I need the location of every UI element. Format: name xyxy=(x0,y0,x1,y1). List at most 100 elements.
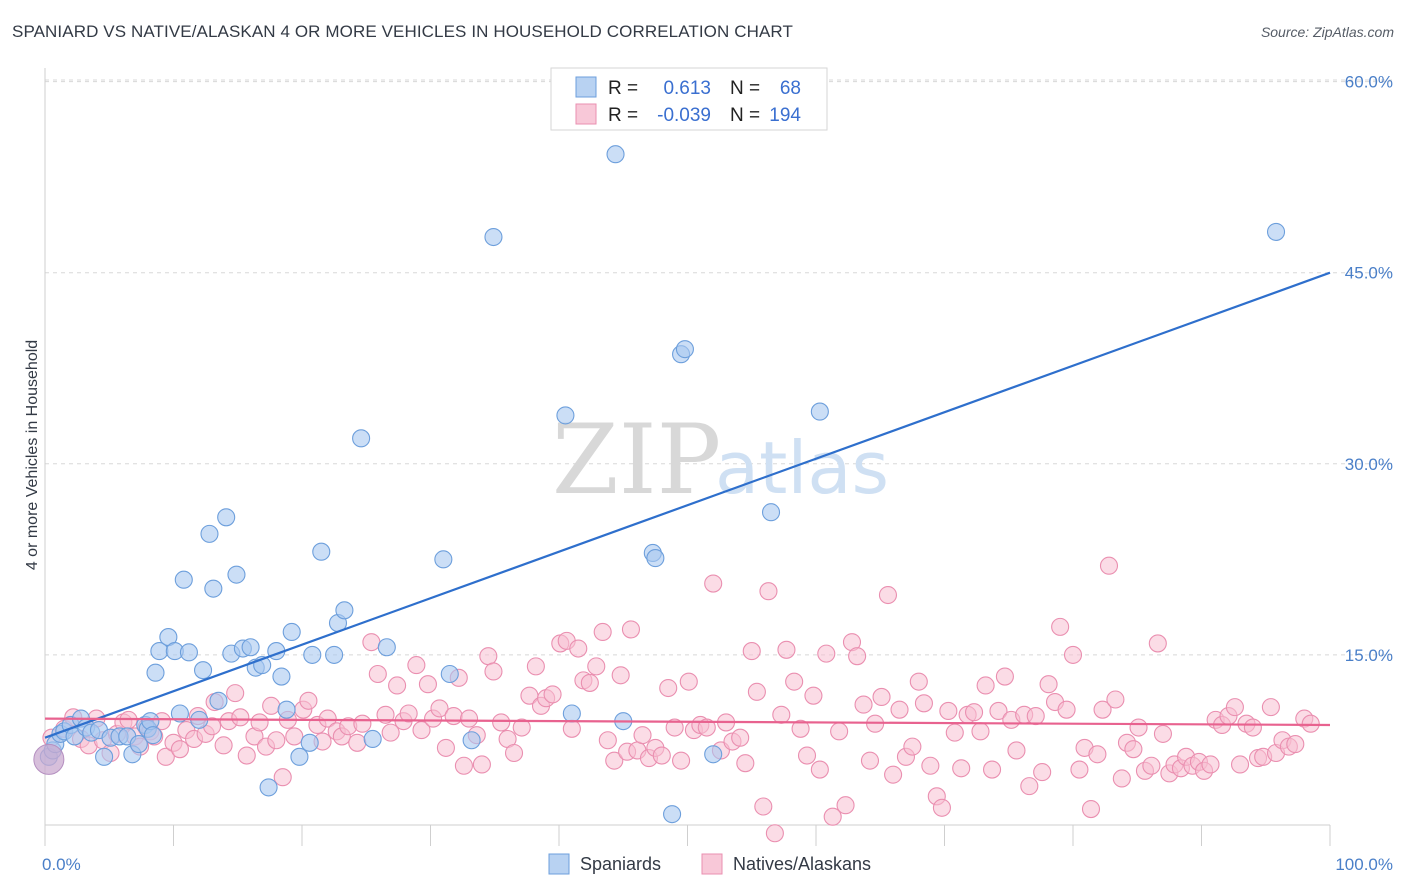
native-point-157 xyxy=(1033,763,1052,782)
native-point-29 xyxy=(231,708,250,727)
natives-trend-line xyxy=(44,717,1331,727)
native-point-65 xyxy=(459,709,479,728)
legend-r-label-2: R = xyxy=(608,105,638,126)
x-tick-labels: 0.0% 100.0% xyxy=(42,855,1393,874)
native-point-61 xyxy=(436,738,455,757)
native-point-87 xyxy=(598,731,617,750)
native-point-132 xyxy=(878,585,898,605)
native-point-133 xyxy=(884,765,903,784)
y-axis-label: 4 or more Vehicles in Household xyxy=(24,340,41,570)
y-tick-label-0: 15.0% xyxy=(1345,646,1393,665)
spaniard-point-16 xyxy=(129,735,148,754)
native-point-60 xyxy=(430,699,449,718)
native-point-69 xyxy=(484,662,503,681)
native-point-91 xyxy=(621,620,641,639)
native-point-116 xyxy=(777,640,796,659)
native-point-189 xyxy=(1225,698,1244,717)
native-point-161 xyxy=(1057,700,1076,719)
native-point-119 xyxy=(797,746,817,765)
watermark-atlas: atlas xyxy=(715,426,889,510)
legend-r-label-1: R = xyxy=(608,78,638,99)
native-point-118 xyxy=(791,719,810,738)
spaniard-point-49 xyxy=(325,645,344,664)
watermark: ZIP atlas xyxy=(552,404,889,516)
native-point-19 xyxy=(170,740,189,759)
native-point-123 xyxy=(823,807,842,826)
spaniard-point-60 xyxy=(562,704,581,723)
native-point-103 xyxy=(697,718,716,737)
native-point-85 xyxy=(587,657,606,676)
native-point-67 xyxy=(472,755,491,774)
spaniard-point-64 xyxy=(646,549,665,568)
native-point-17 xyxy=(156,747,175,766)
axes xyxy=(44,68,1331,846)
native-point-165 xyxy=(1081,800,1101,819)
legend-r-value-1: 0.613 xyxy=(663,78,711,99)
native-point-141 xyxy=(932,798,951,817)
spaniard-point-67 xyxy=(675,340,694,359)
native-point-28 xyxy=(226,684,245,703)
y-tick-label-1: 30.0% xyxy=(1345,455,1393,474)
native-point-89 xyxy=(611,666,630,685)
native-point-93 xyxy=(633,726,652,745)
native-point-32 xyxy=(250,713,269,732)
spaniard-point-48 xyxy=(312,542,331,561)
native-point-26 xyxy=(214,736,233,755)
native-point-160 xyxy=(1051,617,1070,636)
spaniard-point-57 xyxy=(462,731,481,750)
spaniard-point-51 xyxy=(335,601,354,620)
native-point-104 xyxy=(704,574,723,593)
native-point-50 xyxy=(368,664,387,684)
native-point-192 xyxy=(1243,718,1262,737)
native-point-70 xyxy=(492,713,511,732)
native-point-51 xyxy=(376,705,395,724)
native-point-149 xyxy=(982,760,1002,779)
native-point-195 xyxy=(1261,698,1280,717)
x-tick-label-1: 100.0% xyxy=(1335,855,1393,874)
legend-n-value-2: 194 xyxy=(769,105,801,126)
source-label[interactable]: Source: ZipAtlas.com xyxy=(1260,24,1394,40)
native-point-111 xyxy=(747,682,766,701)
native-point-201 xyxy=(1301,714,1320,733)
spaniard-point-35 xyxy=(227,565,246,584)
native-point-96 xyxy=(652,746,671,765)
native-point-151 xyxy=(995,667,1014,686)
native-point-56 xyxy=(407,656,426,675)
overlap-cluster-point xyxy=(33,743,65,775)
native-point-128 xyxy=(854,695,873,714)
spaniard-point-46 xyxy=(300,733,319,752)
native-point-156 xyxy=(1026,707,1045,726)
native-point-175 xyxy=(1142,756,1161,775)
native-point-88 xyxy=(605,751,624,770)
native-point-155 xyxy=(1020,777,1039,796)
native-point-173 xyxy=(1129,718,1148,737)
spaniard-point-52 xyxy=(352,429,371,448)
native-point-112 xyxy=(754,797,773,816)
spaniards-trend-line xyxy=(44,271,1331,739)
native-point-40 xyxy=(299,691,318,710)
native-point-110 xyxy=(742,642,761,661)
native-point-122 xyxy=(817,644,836,663)
native-point-113 xyxy=(759,582,778,601)
native-point-131 xyxy=(872,687,891,706)
native-point-55 xyxy=(399,704,418,723)
native-point-53 xyxy=(388,676,407,695)
native-point-82 xyxy=(569,639,588,658)
native-point-136 xyxy=(903,737,922,756)
native-point-75 xyxy=(526,657,545,676)
spaniard-point-43 xyxy=(277,700,296,719)
native-point-84 xyxy=(580,673,599,692)
native-point-64 xyxy=(454,756,473,775)
spaniard-point-32 xyxy=(209,691,228,710)
native-point-99 xyxy=(672,751,691,770)
native-point-134 xyxy=(890,700,909,719)
spaniard-point-31 xyxy=(204,579,223,598)
legend-frame xyxy=(550,67,828,131)
native-point-162 xyxy=(1063,645,1083,664)
y-tick-labels: 15.0% 30.0% 45.0% 60.0% xyxy=(1345,73,1393,665)
legend-n-value-1: 68 xyxy=(780,78,801,99)
spaniard-point-37 xyxy=(241,638,260,657)
native-point-153 xyxy=(1007,741,1026,760)
spaniard-point-61 xyxy=(606,145,625,164)
bottom-legend-spaniards: Spaniards xyxy=(580,854,661,874)
